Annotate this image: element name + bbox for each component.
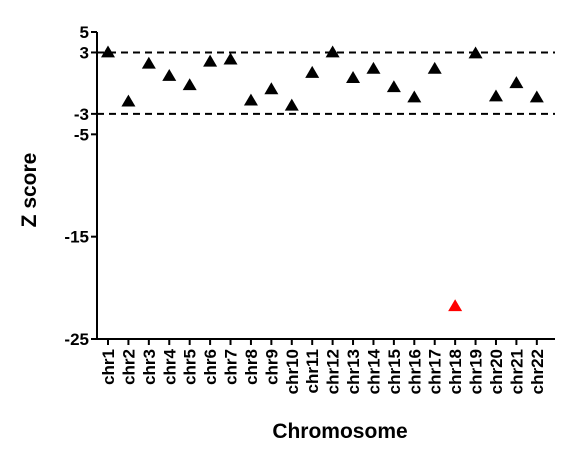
data-point-chr18 [448,299,463,312]
data-point-chr13 [346,71,361,83]
data-points [101,45,544,312]
x-tick-label: chr22 [528,349,547,394]
x-tick-label: chr12 [324,349,343,394]
y-tick-label: -3 [74,105,89,124]
x-tick-label: chr17 [426,349,445,394]
data-point-chr3 [141,56,156,69]
data-point-chr17 [427,61,442,74]
data-point-chr5 [182,78,197,91]
y-tick-label: -5 [74,125,89,144]
data-point-chr21 [509,76,524,89]
data-point-chr19 [468,46,483,59]
x-tick-label: chr19 [467,349,486,394]
x-tick-label: chr21 [507,349,526,394]
data-point-chr15 [386,80,401,93]
data-point-chr20 [488,89,503,102]
x-tick-label: chr3 [140,349,159,385]
x-tick-label: chr18 [446,349,465,394]
x-tick-label: chr1 [99,349,118,385]
data-point-chr4 [162,69,177,81]
x-tick-label: chr10 [283,349,302,394]
data-point-chr1 [101,45,115,58]
y-tick-label: -15 [64,228,89,247]
x-tick-label: chr4 [160,348,179,384]
x-tick-label: chr8 [242,349,261,385]
y-tick-label: 5 [80,23,89,42]
x-tick-label: chr5 [181,349,200,385]
x-tick-label: chr14 [364,348,383,394]
x-tick-label: chr11 [303,349,322,393]
x-tick-label: chr7 [222,349,241,385]
y-tick-label: -25 [64,330,89,349]
data-point-chr2 [121,94,136,107]
x-tick-label: chr9 [262,349,281,385]
data-point-chr6 [203,54,218,67]
data-point-chr8 [243,93,258,106]
data-point-chr11 [305,65,320,78]
data-point-chr10 [284,98,299,111]
reference-lines [97,51,555,115]
x-tick-label: chr2 [119,349,138,385]
x-tick-label: chr20 [487,349,506,394]
data-point-chr14 [366,61,381,74]
x-axis-ticks: chr1 chr2 chr3 chr4 chr5 chr6 chr7 chr8 chr9 chr1… [99,339,547,394]
x-tick-label: chr6 [201,349,220,385]
x-tick-label: chr16 [405,349,424,394]
axes [96,32,555,340]
data-point-chr9 [264,82,279,95]
y-axis-title: Z score [18,153,41,228]
data-point-chr16 [407,90,422,103]
x-axis-title: Chromosome [272,420,407,443]
x-tick-label: chr15 [385,349,404,394]
y-axis-ticks: 53 -3-5 -15 -25 [64,23,97,349]
y-tick-label: 3 [80,43,89,62]
x-tick-label: chr13 [344,349,363,394]
data-point-chr12 [325,45,340,58]
data-point-chr22 [529,90,544,103]
data-point-chr7 [223,52,238,65]
